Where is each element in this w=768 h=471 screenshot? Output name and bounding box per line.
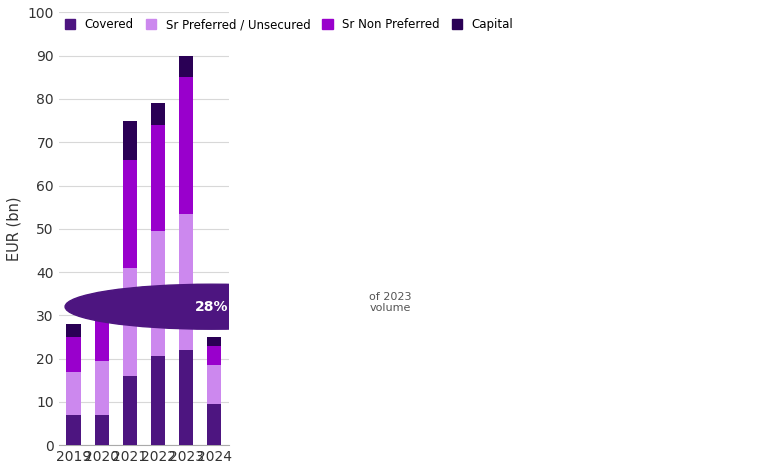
Bar	[94, 296, 109, 317]
Bar	[94, 415, 109, 445]
Bar	[179, 350, 194, 445]
Bar	[151, 125, 165, 231]
Bar	[151, 103, 165, 125]
Bar	[94, 317, 109, 361]
Bar	[151, 231, 165, 357]
Text: of 2023
volume: of 2023 volume	[369, 292, 412, 313]
Bar	[207, 404, 221, 445]
Bar	[67, 324, 81, 337]
Circle shape	[65, 284, 358, 329]
Bar	[151, 357, 165, 445]
Bar	[67, 337, 81, 372]
Bar	[67, 372, 81, 415]
Bar	[179, 56, 194, 77]
Y-axis label: EUR (bn): EUR (bn)	[7, 196, 22, 261]
Bar	[207, 337, 221, 346]
Bar	[67, 415, 81, 445]
Bar	[123, 268, 137, 376]
Bar	[123, 121, 137, 160]
Bar	[179, 77, 194, 214]
Bar	[123, 160, 137, 268]
Legend: Covered, Sr Preferred / Unsecured, Sr Non Preferred, Capital: Covered, Sr Preferred / Unsecured, Sr No…	[65, 18, 514, 32]
Bar	[94, 361, 109, 415]
Bar	[123, 376, 137, 445]
Bar	[179, 214, 194, 350]
Text: 28%: 28%	[195, 300, 228, 314]
Bar	[207, 346, 221, 365]
Bar	[207, 365, 221, 404]
